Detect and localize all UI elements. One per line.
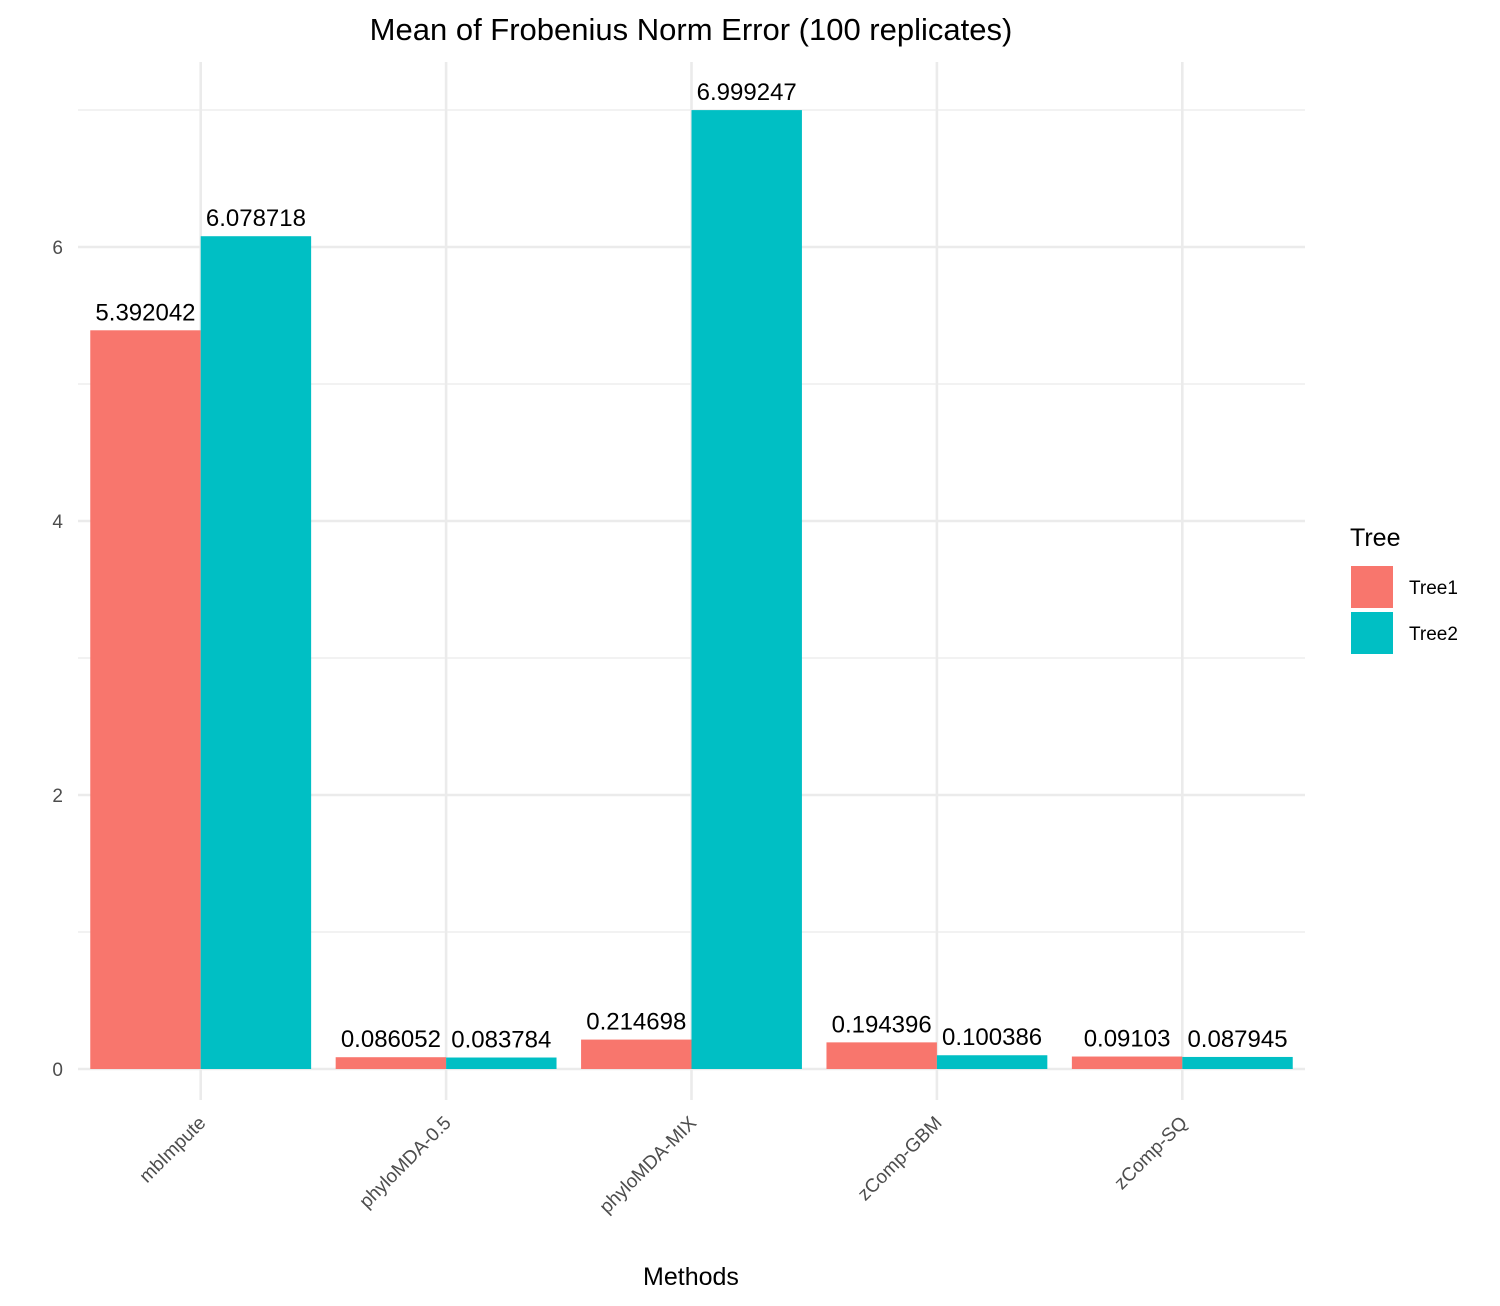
bar-tree2-zcomp-gbm bbox=[936, 1055, 1048, 1069]
legend-key-tree2 bbox=[1351, 612, 1393, 654]
data-label: 6.999247 bbox=[697, 79, 797, 106]
x-tick-label: zComp-GBM bbox=[854, 1113, 946, 1205]
x-tick-label: mbImpute bbox=[136, 1113, 211, 1188]
legend-label: Tree1 bbox=[1409, 578, 1458, 599]
x-axis-ticks: mbImpute phyloMDA-0.5 phyloMDA-MIX zComp-GB… bbox=[136, 1112, 1192, 1217]
y-axis-ticks: 0 2 4 6 bbox=[52, 238, 63, 1081]
data-label: 5.392042 bbox=[95, 299, 195, 326]
data-label: 0.100386 bbox=[942, 1024, 1042, 1051]
y-tick-label: 6 bbox=[52, 238, 63, 259]
y-tick-label: 4 bbox=[52, 512, 63, 533]
bar-tree2-phylomda-mix bbox=[691, 110, 802, 1070]
x-tick-label: phyloMDA-MIX bbox=[596, 1112, 701, 1217]
bar-tree1-zcomp-gbm bbox=[826, 1042, 937, 1069]
data-label: 0.087945 bbox=[1187, 1026, 1287, 1053]
legend: Tree Tree1 Tree2 bbox=[1350, 524, 1458, 654]
bar-tree2-mbimpute bbox=[200, 236, 312, 1069]
y-tick-label: 2 bbox=[52, 786, 63, 807]
x-tick-label: zComp-SQ bbox=[1111, 1113, 1192, 1194]
legend-title: Tree bbox=[1350, 524, 1400, 552]
bar-tree1-zcomp-sq bbox=[1071, 1056, 1183, 1069]
data-label: 6.078718 bbox=[206, 205, 306, 232]
bar-tree1-phylomda-0.5 bbox=[335, 1057, 447, 1069]
bars bbox=[90, 110, 1293, 1070]
legend-key-tree1 bbox=[1351, 566, 1393, 608]
x-axis-title: Methods bbox=[643, 1263, 739, 1291]
bar-tree1-phylomda-mix bbox=[581, 1039, 692, 1069]
legend-label: Tree2 bbox=[1409, 624, 1458, 645]
x-tick-label: phyloMDA-0.5 bbox=[356, 1113, 456, 1213]
bar-tree1-mbimpute bbox=[90, 330, 201, 1069]
data-label: 0.086052 bbox=[341, 1026, 441, 1053]
data-labels: 5.392042 0.086052 0.214698 0.194396 0.09103 6… bbox=[95, 79, 1287, 1053]
chart-title: Mean of Frobenius Norm Error (100 replic… bbox=[370, 12, 1013, 47]
data-label: 0.09103 bbox=[1084, 1026, 1171, 1053]
data-label: 0.194396 bbox=[832, 1011, 932, 1038]
y-tick-label: 0 bbox=[52, 1060, 63, 1081]
data-label: 0.214698 bbox=[586, 1009, 686, 1036]
data-label: 0.083784 bbox=[451, 1027, 551, 1054]
bar-tree2-phylomda-0.5 bbox=[446, 1057, 557, 1069]
bar-tree2-zcomp-sq bbox=[1182, 1056, 1293, 1069]
